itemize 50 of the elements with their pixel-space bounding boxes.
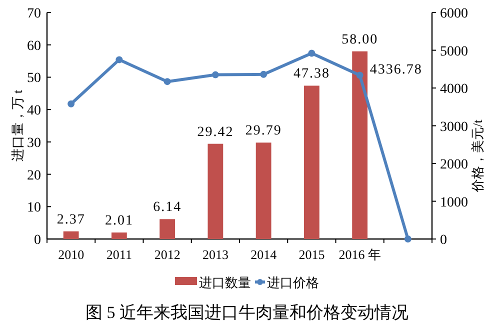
data-label: 6.14 bbox=[153, 200, 182, 216]
y-tick-label: 60 bbox=[27, 38, 41, 54]
y2-tick-label: 3000 bbox=[440, 120, 468, 135]
y-axis-title: 进口量，万 t bbox=[10, 89, 25, 162]
point bbox=[116, 56, 123, 64]
bar bbox=[304, 86, 320, 239]
y-tick-label: 50 bbox=[27, 71, 41, 86]
bar bbox=[256, 142, 272, 239]
point bbox=[260, 70, 268, 78]
point bbox=[164, 78, 171, 86]
y-tick-label: 10 bbox=[27, 200, 41, 216]
bar bbox=[111, 232, 127, 239]
y2-tick-label: 5000 bbox=[440, 44, 468, 60]
bar bbox=[352, 51, 368, 239]
x-tick-label: 2016 年 bbox=[338, 247, 381, 262]
data-label: 47.38 bbox=[293, 66, 330, 82]
legend-label: 进口价格 bbox=[267, 275, 319, 290]
x-tick-label: 2013 bbox=[202, 247, 228, 262]
data-label: 58.00 bbox=[342, 32, 378, 48]
y-tick-label: 0 bbox=[34, 233, 41, 248]
y-tick-label: 70 bbox=[27, 6, 41, 22]
y2-tick-label: 1000 bbox=[440, 195, 468, 210]
bar bbox=[160, 219, 176, 239]
data-label: 2.01 bbox=[104, 213, 134, 228]
y-tick-label: 20 bbox=[27, 168, 41, 184]
y2-tick-label: 6000 bbox=[440, 6, 468, 22]
y2-tick-label: 0 bbox=[440, 233, 447, 248]
text: 图 5 近年来我国进口牛肉量和价格变动情况 bbox=[86, 303, 408, 322]
x-tick-label: 2015 bbox=[298, 247, 325, 262]
bar bbox=[208, 144, 224, 239]
point bbox=[308, 50, 316, 57]
data-label: 4336.78 bbox=[370, 62, 422, 78]
y2-axis-title: 价格，美元/t bbox=[470, 119, 485, 193]
bar bbox=[63, 231, 79, 239]
point bbox=[356, 72, 364, 79]
data-label: 29.42 bbox=[197, 124, 234, 140]
y2-tick-label: 2000 bbox=[440, 158, 468, 172]
data-label: 29.79 bbox=[245, 124, 282, 139]
x-tick-label: 2010 bbox=[58, 247, 84, 262]
x-tick-label: 2014 bbox=[250, 247, 278, 262]
y-tick-label: 40 bbox=[27, 104, 41, 119]
legend-label: 进口数量 bbox=[199, 275, 251, 290]
x-tick-label: 2012 bbox=[154, 247, 180, 262]
y2-tick-label: 4000 bbox=[440, 82, 468, 97]
point bbox=[212, 71, 219, 78]
y-tick-label: 30 bbox=[27, 136, 41, 151]
x-tick-label: 2011 bbox=[106, 247, 132, 262]
data-label: 2.37 bbox=[56, 212, 86, 228]
point bbox=[68, 100, 75, 108]
point bbox=[404, 236, 412, 242]
